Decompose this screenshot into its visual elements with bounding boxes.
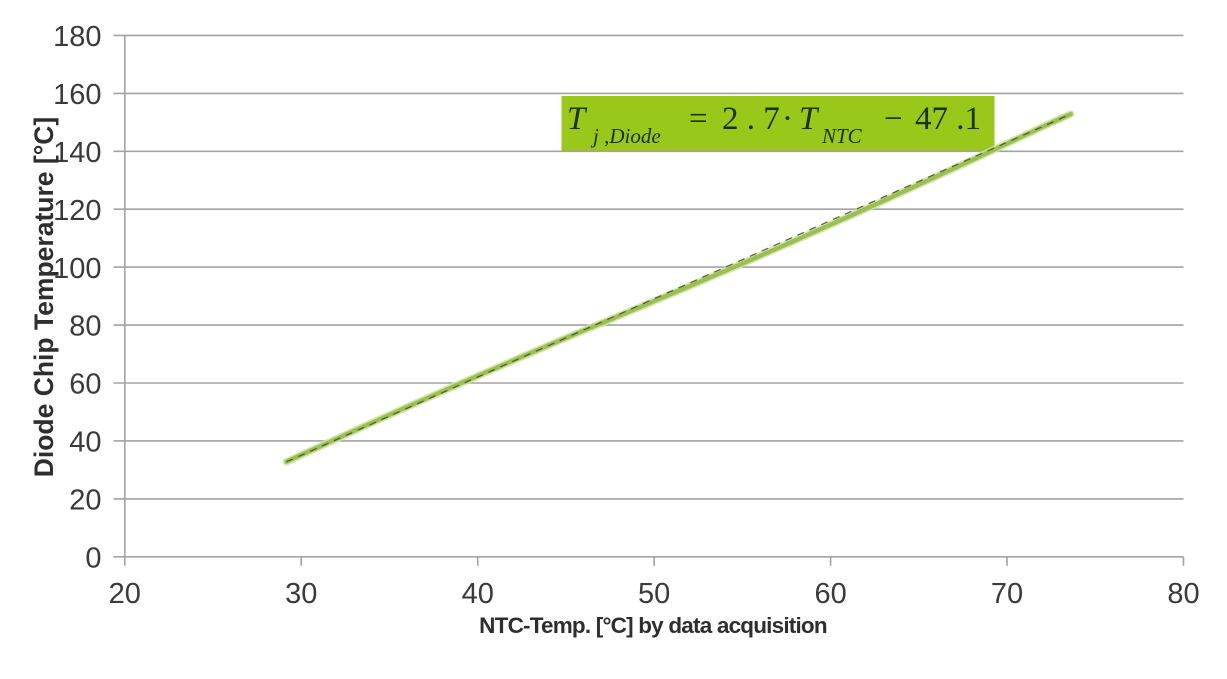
svg-text:50: 50 xyxy=(638,578,670,610)
svg-text:·: · xyxy=(782,101,793,137)
svg-text:T: T xyxy=(567,101,588,137)
svg-text:120: 120 xyxy=(53,195,101,227)
svg-text:=: = xyxy=(689,101,708,137)
svg-text:NTC: NTC xyxy=(821,124,863,148)
svg-text:40: 40 xyxy=(69,427,101,459)
svg-text:2 . 7: 2 . 7 xyxy=(722,101,780,137)
svg-text:60: 60 xyxy=(814,578,846,610)
svg-text:20: 20 xyxy=(69,485,101,517)
svg-text:80: 80 xyxy=(1167,578,1199,610)
svg-text:T: T xyxy=(799,101,820,137)
svg-text:0: 0 xyxy=(85,542,101,574)
svg-text:70: 70 xyxy=(991,578,1023,610)
svg-text:−: − xyxy=(884,101,903,137)
svg-text:140: 140 xyxy=(53,137,101,169)
svg-text:j ,Diode: j ,Diode xyxy=(590,124,661,148)
svg-text:100: 100 xyxy=(53,253,101,285)
svg-text:20: 20 xyxy=(109,578,141,610)
svg-text:30: 30 xyxy=(285,578,317,610)
svg-text:160: 160 xyxy=(53,79,101,111)
svg-text:Diode Chip Temperature [°C]: Diode Chip Temperature [°C] xyxy=(29,117,59,478)
svg-text:40: 40 xyxy=(462,578,494,610)
svg-text:60: 60 xyxy=(69,369,101,401)
svg-text:NTC-Temp. [°C] by data acquisi: NTC-Temp. [°C] by data acquisition xyxy=(479,613,827,638)
svg-text:80: 80 xyxy=(69,311,101,343)
svg-text:47 .1: 47 .1 xyxy=(915,101,981,137)
svg-text:180: 180 xyxy=(53,21,101,53)
